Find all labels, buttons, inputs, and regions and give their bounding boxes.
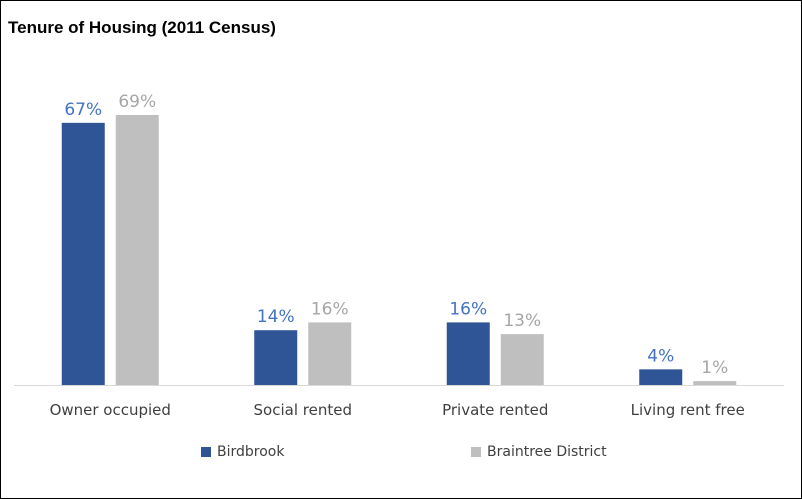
legend-item-birdbrook: Birdbrook <box>201 443 284 461</box>
data-label-1-3: 1% <box>701 358 728 378</box>
data-label-0-0: 67% <box>64 100 102 120</box>
legend-swatch-birdbrook <box>201 447 211 457</box>
category-label-1: Social rented <box>254 401 352 419</box>
legend-item-braintree-district: Braintree District <box>471 443 607 461</box>
data-label-1-1: 16% <box>311 299 349 319</box>
data-label-1-2: 13% <box>503 311 541 331</box>
bar-1-1 <box>308 322 352 385</box>
legend-swatch-braintree-district <box>471 447 481 457</box>
bar-1-3 <box>693 381 737 385</box>
category-label-3: Living rent free <box>631 401 745 419</box>
category-label-2: Private rented <box>442 401 548 419</box>
bar-0-1 <box>254 330 298 385</box>
chart-title: Tenure of Housing (2011 Census) <box>8 18 276 37</box>
bar-0-3 <box>639 369 683 385</box>
data-label-0-1: 14% <box>257 307 295 327</box>
bar-0-0 <box>61 122 105 386</box>
category-label-0: Owner occupied <box>50 401 171 419</box>
legend-label-braintree-district: Braintree District <box>487 444 607 460</box>
data-label-0-3: 4% <box>647 346 674 366</box>
bar-1-2 <box>500 334 544 385</box>
data-label-0-2: 16% <box>449 299 487 319</box>
bar-1-0 <box>115 115 159 385</box>
bar-0-2 <box>446 322 490 385</box>
data-label-1-0: 69% <box>118 92 156 112</box>
legend-label-birdbrook: Birdbrook <box>217 444 285 460</box>
